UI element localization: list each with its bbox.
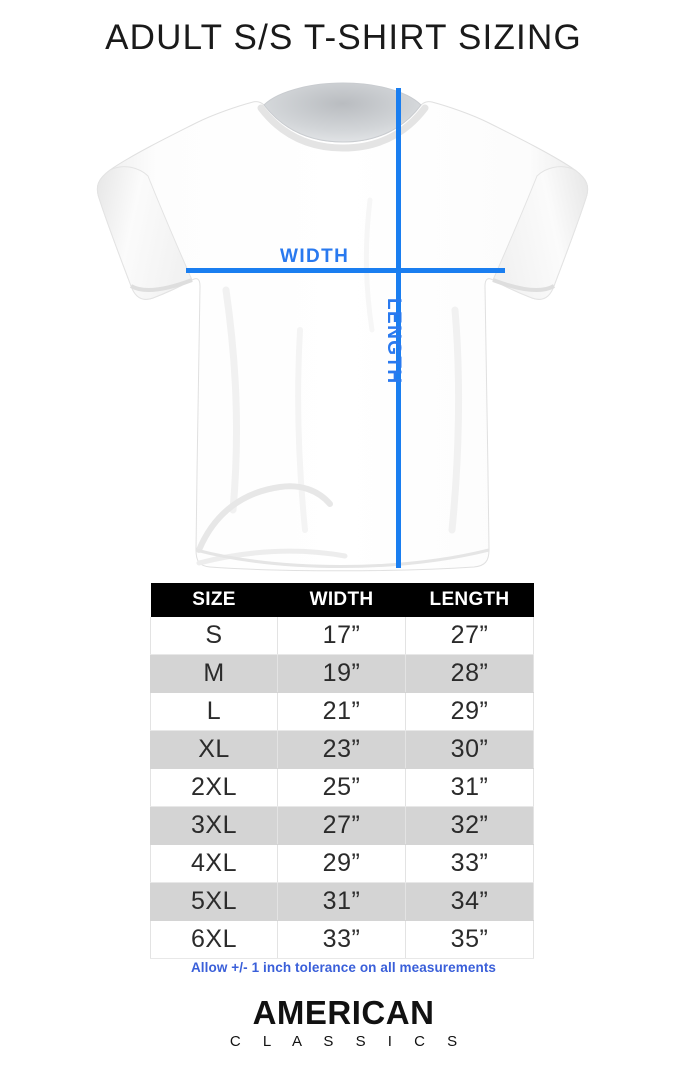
cell-length: 34” (405, 882, 534, 921)
collar-rib (257, 104, 429, 152)
cell-size: XL (150, 730, 278, 769)
table-row: M 19” 28” (150, 654, 534, 693)
cell-width: 29” (277, 844, 406, 883)
sleeve-left (96, 166, 193, 300)
cell-length: 31” (405, 768, 534, 807)
cell-length: 30” (405, 730, 534, 769)
cell-width: 23” (277, 730, 406, 769)
header-length: LENGTH (405, 583, 534, 617)
cell-width: 19” (277, 654, 406, 693)
table-row: 4XL 29” 33” (150, 844, 534, 883)
fabric-fold (295, 327, 308, 533)
cell-width: 33” (277, 920, 406, 959)
cell-size: M (150, 654, 278, 693)
brand-name: AMERICAN (252, 994, 435, 1031)
cell-length: 29” (405, 692, 534, 731)
cell-width: 27” (277, 806, 406, 845)
fabric-fold (448, 306, 463, 534)
size-chart-table: SIZE WIDTH LENGTH S 17” 27” M 19” 28” L 21” 29” X… (150, 583, 534, 959)
table-row: 5XL 31” 34” (150, 882, 534, 921)
page-title: ADULT S/S T-SHIRT SIZING (105, 18, 582, 57)
fabric-fold (222, 286, 241, 514)
cell-width: 25” (277, 768, 406, 807)
table-row: 6XL 33” 35” (150, 920, 534, 959)
table-row: XL 23” 30” (150, 730, 534, 769)
cell-length: 33” (405, 844, 534, 883)
cell-size: L (150, 692, 278, 731)
brand-tagline: C L A S S I C S (229, 1032, 467, 1050)
brand-logo: AMERICAN C L A S S I C S (0, 994, 687, 1053)
sleeve-right (492, 166, 589, 300)
cell-size: 4XL (150, 844, 278, 883)
cell-size: 3XL (150, 806, 278, 845)
tshirt-illustration (96, 82, 589, 572)
table-row: 3XL 27” 32” (150, 806, 534, 845)
cell-length: 27” (405, 617, 534, 655)
header-width: WIDTH (277, 583, 406, 617)
tshirt-body (96, 101, 589, 572)
cell-length: 35” (405, 920, 534, 959)
cell-size: 5XL (150, 882, 278, 921)
cell-length: 28” (405, 654, 534, 693)
table-row: L 21” 29” (150, 692, 534, 731)
collar-opening (263, 82, 422, 143)
tshirt-diagram (0, 80, 687, 580)
header-size: SIZE (150, 583, 278, 617)
size-chart-body: S 17” 27” M 19” 28” L 21” 29” XL 23” 30” 2XL 25” 31” 3X… (150, 617, 534, 959)
bottom-hem (195, 548, 490, 568)
cell-width: 17” (277, 617, 406, 655)
tolerance-note: Allow +/- 1 inch tolerance on all measur… (190, 960, 497, 975)
hem-fold (196, 483, 333, 553)
sleeve-left-hem (129, 278, 193, 292)
cell-size: 2XL (150, 768, 278, 807)
cell-size: S (150, 617, 278, 655)
hem-shadow (196, 548, 348, 566)
table-row: S 17” 27” (150, 617, 534, 655)
cell-width: 21” (277, 692, 406, 731)
sleeve-right-hem (492, 278, 556, 292)
cell-size: 6XL (150, 920, 278, 959)
table-header-row: SIZE WIDTH LENGTH (150, 583, 534, 617)
cell-length: 32” (405, 806, 534, 845)
table-row: 2XL 25” 31” (150, 768, 534, 807)
cell-width: 31” (277, 882, 406, 921)
